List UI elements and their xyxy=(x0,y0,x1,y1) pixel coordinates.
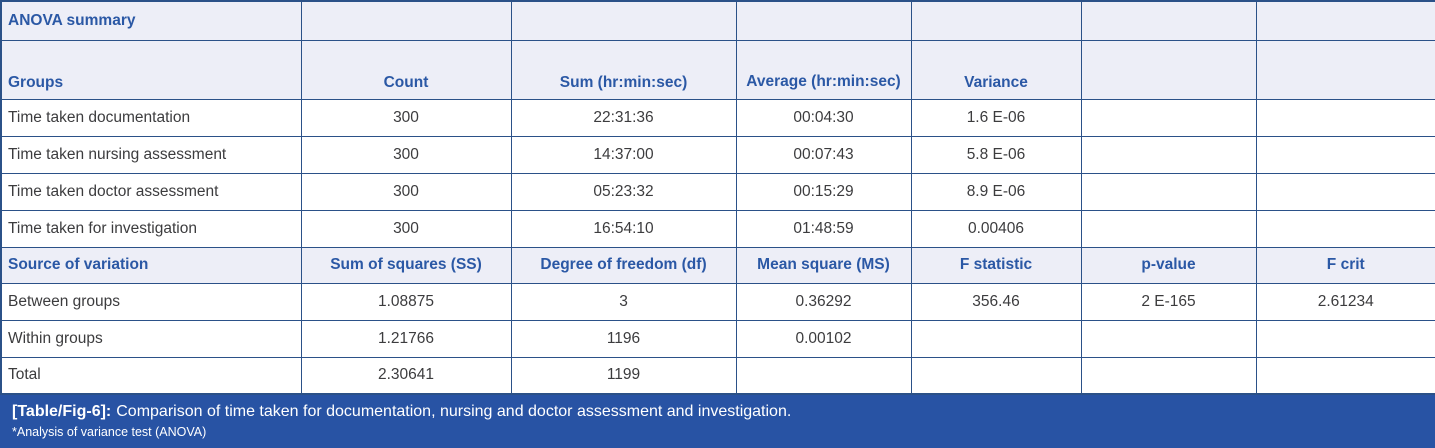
empty-cell xyxy=(1080,172,1257,211)
groups-header-row: Groups Count Sum (hr:min:sec) Average (h… xyxy=(0,39,1435,100)
cell-average: 00:04:30 xyxy=(735,98,912,137)
table-row-within-groups: Within groups 1.21766 1196 0.00102 xyxy=(0,319,1435,358)
cell-df: 1196 xyxy=(510,319,737,358)
empty-cell xyxy=(1080,0,1257,41)
cell-average: 00:07:43 xyxy=(735,135,912,174)
col-header-variance: Variance xyxy=(910,39,1082,100)
cell-sum: 16:54:10 xyxy=(510,209,737,248)
col-header-fcrit: F crit xyxy=(1255,246,1435,284)
row-label: Time taken documentation xyxy=(0,98,302,137)
empty-cell xyxy=(1255,135,1435,174)
cell-df: 3 xyxy=(510,282,737,321)
col-header-ms: Mean square (MS) xyxy=(735,246,912,284)
caption-tag: [Table/Fig-6]: xyxy=(12,403,112,420)
empty-cell xyxy=(1080,209,1257,248)
empty-cell xyxy=(1255,172,1435,211)
row-label: Between groups xyxy=(0,282,302,321)
cell-count: 300 xyxy=(300,172,512,211)
cell-df: 1199 xyxy=(510,356,737,395)
col-header-ss: Sum of squares (SS) xyxy=(300,246,512,284)
empty-cell xyxy=(1080,98,1257,137)
table-title: ANOVA summary xyxy=(0,0,302,41)
empty-cell xyxy=(1080,39,1257,100)
anova-table: ANOVA summary Groups Count Sum (hr:min:s… xyxy=(0,0,1435,395)
col-header-source: Source of variation xyxy=(0,246,302,284)
empty-cell xyxy=(1255,209,1435,248)
cell-variance: 0.00406 xyxy=(910,209,1082,248)
cell-sum: 22:31:36 xyxy=(510,98,737,137)
col-header-average: Average (hr:min:sec) xyxy=(735,39,912,100)
table-row-doctor-assessment: Time taken doctor assessment 300 05:23:3… xyxy=(0,172,1435,211)
cell-count: 300 xyxy=(300,135,512,174)
cell-f xyxy=(910,319,1082,358)
empty-cell xyxy=(300,0,512,41)
col-header-count: Count xyxy=(300,39,512,100)
table-row-investigation: Time taken for investigation 300 16:54:1… xyxy=(0,209,1435,248)
cell-ms: 0.00102 xyxy=(735,319,912,358)
cell-f: 356.46 xyxy=(910,282,1082,321)
empty-cell xyxy=(1255,0,1435,41)
empty-cell xyxy=(1255,39,1435,100)
caption-footnote: *Analysis of variance test (ANOVA) xyxy=(12,424,207,439)
cell-ms xyxy=(735,356,912,395)
col-header-sum: Sum (hr:min:sec) xyxy=(510,39,737,100)
row-label: Within groups xyxy=(0,319,302,358)
cell-ms: 0.36292 xyxy=(735,282,912,321)
cell-p xyxy=(1080,319,1257,358)
source-header-row: Source of variation Sum of squares (SS) … xyxy=(0,246,1435,284)
caption-text: Comparison of time taken for documentati… xyxy=(116,403,792,420)
empty-cell xyxy=(1255,98,1435,137)
empty-cell xyxy=(735,0,912,41)
col-header-df: Degree of freedom (df) xyxy=(510,246,737,284)
cell-ss: 1.21766 xyxy=(300,319,512,358)
table-row-documentation: Time taken documentation 300 22:31:36 00… xyxy=(0,98,1435,137)
row-label: Time taken for investigation xyxy=(0,209,302,248)
table-row-between-groups: Between groups 1.08875 3 0.36292 356.46 … xyxy=(0,282,1435,321)
cell-average: 01:48:59 xyxy=(735,209,912,248)
empty-cell xyxy=(910,0,1082,41)
cell-variance: 1.6 E-06 xyxy=(910,98,1082,137)
row-label: Time taken doctor assessment xyxy=(0,172,302,211)
cell-average: 00:15:29 xyxy=(735,172,912,211)
empty-cell xyxy=(1080,135,1257,174)
cell-p xyxy=(1080,356,1257,395)
cell-count: 300 xyxy=(300,98,512,137)
empty-cell xyxy=(510,0,737,41)
col-header-f: F statistic xyxy=(910,246,1082,284)
cell-sum: 14:37:00 xyxy=(510,135,737,174)
table-caption-bar: [Table/Fig-6]: Comparison of time taken f… xyxy=(0,395,1435,448)
table-row-nursing-assessment: Time taken nursing assessment 300 14:37:… xyxy=(0,135,1435,174)
cell-count: 300 xyxy=(300,209,512,248)
cell-p: 2 E-165 xyxy=(1080,282,1257,321)
cell-sum: 05:23:32 xyxy=(510,172,737,211)
col-header-groups: Groups xyxy=(0,39,302,100)
table-title-row: ANOVA summary xyxy=(0,0,1435,41)
cell-fcrit: 2.61234 xyxy=(1255,282,1435,321)
table-row-total: Total 2.30641 1199 xyxy=(0,356,1435,395)
cell-fcrit xyxy=(1255,319,1435,358)
cell-ss: 1.08875 xyxy=(300,282,512,321)
cell-f xyxy=(910,356,1082,395)
row-label: Time taken nursing assessment xyxy=(0,135,302,174)
cell-fcrit xyxy=(1255,356,1435,395)
col-header-p: p-value xyxy=(1080,246,1257,284)
cell-variance: 5.8 E-06 xyxy=(910,135,1082,174)
caption-line: [Table/Fig-6]: Comparison of time taken f… xyxy=(12,402,1423,423)
row-label: Total xyxy=(0,356,302,395)
cell-variance: 8.9 E-06 xyxy=(910,172,1082,211)
cell-ss: 2.30641 xyxy=(300,356,512,395)
